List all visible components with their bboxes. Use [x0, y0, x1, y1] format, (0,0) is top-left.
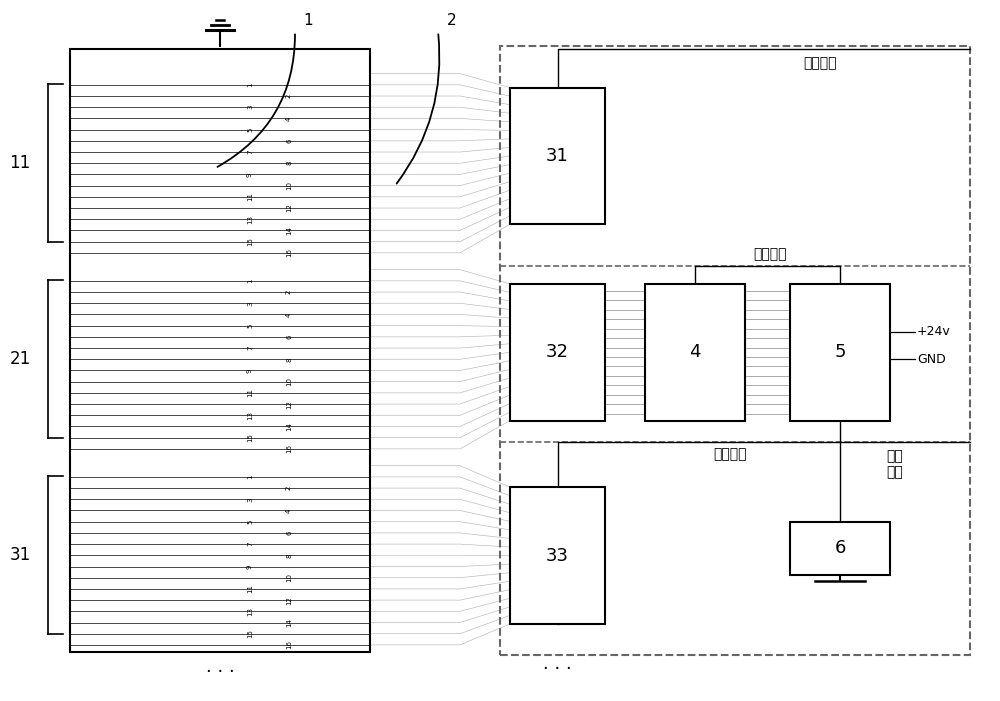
Text: 16: 16 — [286, 248, 292, 257]
Text: 3: 3 — [247, 301, 253, 306]
Bar — [510, 487, 605, 624]
Text: 8: 8 — [286, 161, 292, 165]
Text: 5: 5 — [247, 323, 253, 328]
Text: 1: 1 — [303, 13, 313, 28]
Text: 6: 6 — [286, 531, 292, 535]
Text: 7: 7 — [247, 150, 253, 154]
Text: 16: 16 — [286, 444, 292, 454]
Bar — [790, 284, 890, 421]
Text: 4: 4 — [286, 508, 292, 512]
Text: 11: 11 — [9, 154, 31, 172]
Text: 8: 8 — [286, 357, 292, 362]
Text: 11: 11 — [247, 388, 253, 397]
Text: 9: 9 — [247, 368, 253, 373]
Text: 6: 6 — [834, 539, 846, 557]
Bar — [790, 522, 890, 575]
Bar — [645, 284, 745, 421]
Bar — [510, 284, 605, 421]
Text: 控制电路: 控制电路 — [713, 447, 747, 461]
Text: 15: 15 — [247, 629, 253, 638]
Text: · · ·: · · · — [206, 662, 234, 681]
Text: 控制电路: 控制电路 — [803, 56, 837, 70]
Text: 16: 16 — [286, 641, 292, 649]
Text: 13: 13 — [247, 411, 253, 420]
Text: 11: 11 — [247, 192, 253, 201]
Text: 13: 13 — [247, 215, 253, 224]
Text: 11: 11 — [247, 585, 253, 594]
Text: 21: 21 — [9, 350, 31, 368]
Text: 10: 10 — [286, 377, 292, 386]
Text: 9: 9 — [247, 172, 253, 177]
Text: 5: 5 — [247, 519, 253, 524]
Text: 1: 1 — [247, 83, 253, 87]
Text: 33: 33 — [546, 547, 569, 564]
Text: 31: 31 — [9, 546, 31, 564]
Text: 14: 14 — [286, 226, 292, 235]
Text: 15: 15 — [247, 237, 253, 246]
Text: 12: 12 — [286, 203, 292, 212]
Text: GND: GND — [917, 353, 946, 366]
Text: 7: 7 — [247, 542, 253, 546]
Text: 2: 2 — [447, 13, 457, 28]
Text: 7: 7 — [247, 346, 253, 350]
Text: 2: 2 — [286, 94, 292, 98]
Text: 2: 2 — [286, 290, 292, 294]
Text: 4: 4 — [689, 343, 701, 361]
Text: 8: 8 — [286, 553, 292, 557]
Bar — [510, 88, 605, 224]
Text: 12: 12 — [286, 596, 292, 604]
Bar — [500, 46, 970, 655]
Text: 32: 32 — [546, 343, 569, 361]
Text: 9: 9 — [247, 564, 253, 569]
Text: 通讯
线路: 通讯 线路 — [887, 449, 903, 479]
Text: · · ·: · · · — [543, 660, 572, 679]
Text: 1: 1 — [247, 475, 253, 479]
Text: 6: 6 — [286, 139, 292, 143]
Text: 5: 5 — [834, 343, 846, 361]
Text: 4: 4 — [286, 116, 292, 121]
Text: 13: 13 — [247, 607, 253, 615]
Text: 5: 5 — [247, 128, 253, 132]
Text: 31: 31 — [546, 147, 569, 165]
Text: 3: 3 — [247, 497, 253, 501]
Text: 10: 10 — [286, 573, 292, 583]
Text: 控制电路: 控制电路 — [753, 247, 787, 261]
Text: 3: 3 — [247, 105, 253, 109]
Text: 15: 15 — [247, 433, 253, 442]
Text: 10: 10 — [286, 181, 292, 190]
Text: 14: 14 — [286, 618, 292, 627]
Text: 2: 2 — [286, 486, 292, 490]
Text: 6: 6 — [286, 334, 292, 339]
Text: 4: 4 — [286, 312, 292, 317]
Text: 14: 14 — [286, 422, 292, 431]
Text: 12: 12 — [286, 400, 292, 409]
Text: 1: 1 — [247, 278, 253, 283]
Bar — [70, 49, 370, 652]
Text: +24v: +24v — [917, 325, 951, 339]
